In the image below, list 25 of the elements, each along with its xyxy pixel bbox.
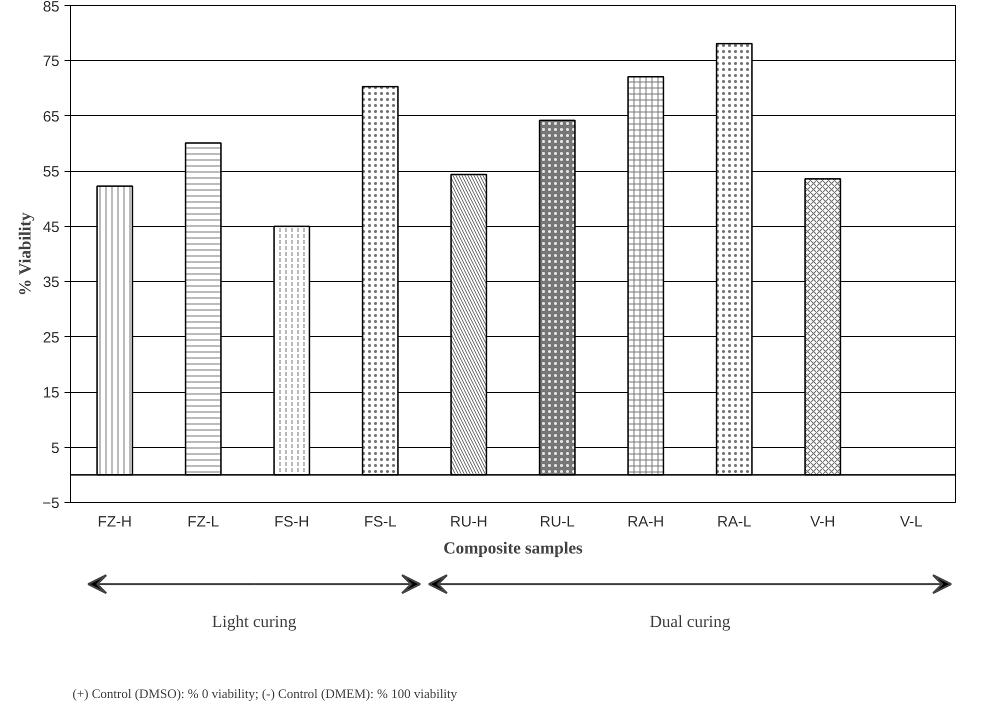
x-axis-title: Composite samples [443,538,584,558]
y-tick-label: 45 [42,218,60,236]
x-tick-label: V-H [810,514,836,530]
y-axis-title: % Viability [15,212,34,296]
x-tick-label: RU-H [450,514,488,530]
y-tick-label: −5 [42,495,60,512]
y-tick-label: 65 [42,108,60,126]
x-tick-label: V-L [900,514,923,530]
y-tick-label: 35 [42,274,60,292]
y-tick-label: 25 [42,329,60,346]
text: (+) Control (DMSO): % 0 viability; (-) Control (DMEM): % 100 viability [72,686,458,701]
x-tick-label: RU-L [540,514,575,530]
x-tick-label: RA-H [627,514,664,530]
x-tick-label: FS-H [274,514,310,530]
y-tick-label: 75 [42,53,60,70]
y-tick-label: 5 [51,440,60,457]
text: Light curing [212,612,297,631]
y-tick-label: 55 [42,164,60,181]
x-tick-label: RA-L [717,514,752,530]
y-tick-label: 85 [42,0,60,16]
x-tick-label: FZ-L [187,514,220,530]
x-tick-label: FS-L [364,514,397,530]
text: Dual curing [650,612,731,631]
y-tick-label: 15 [42,384,60,402]
x-tick-label: FZ-H [98,514,132,530]
